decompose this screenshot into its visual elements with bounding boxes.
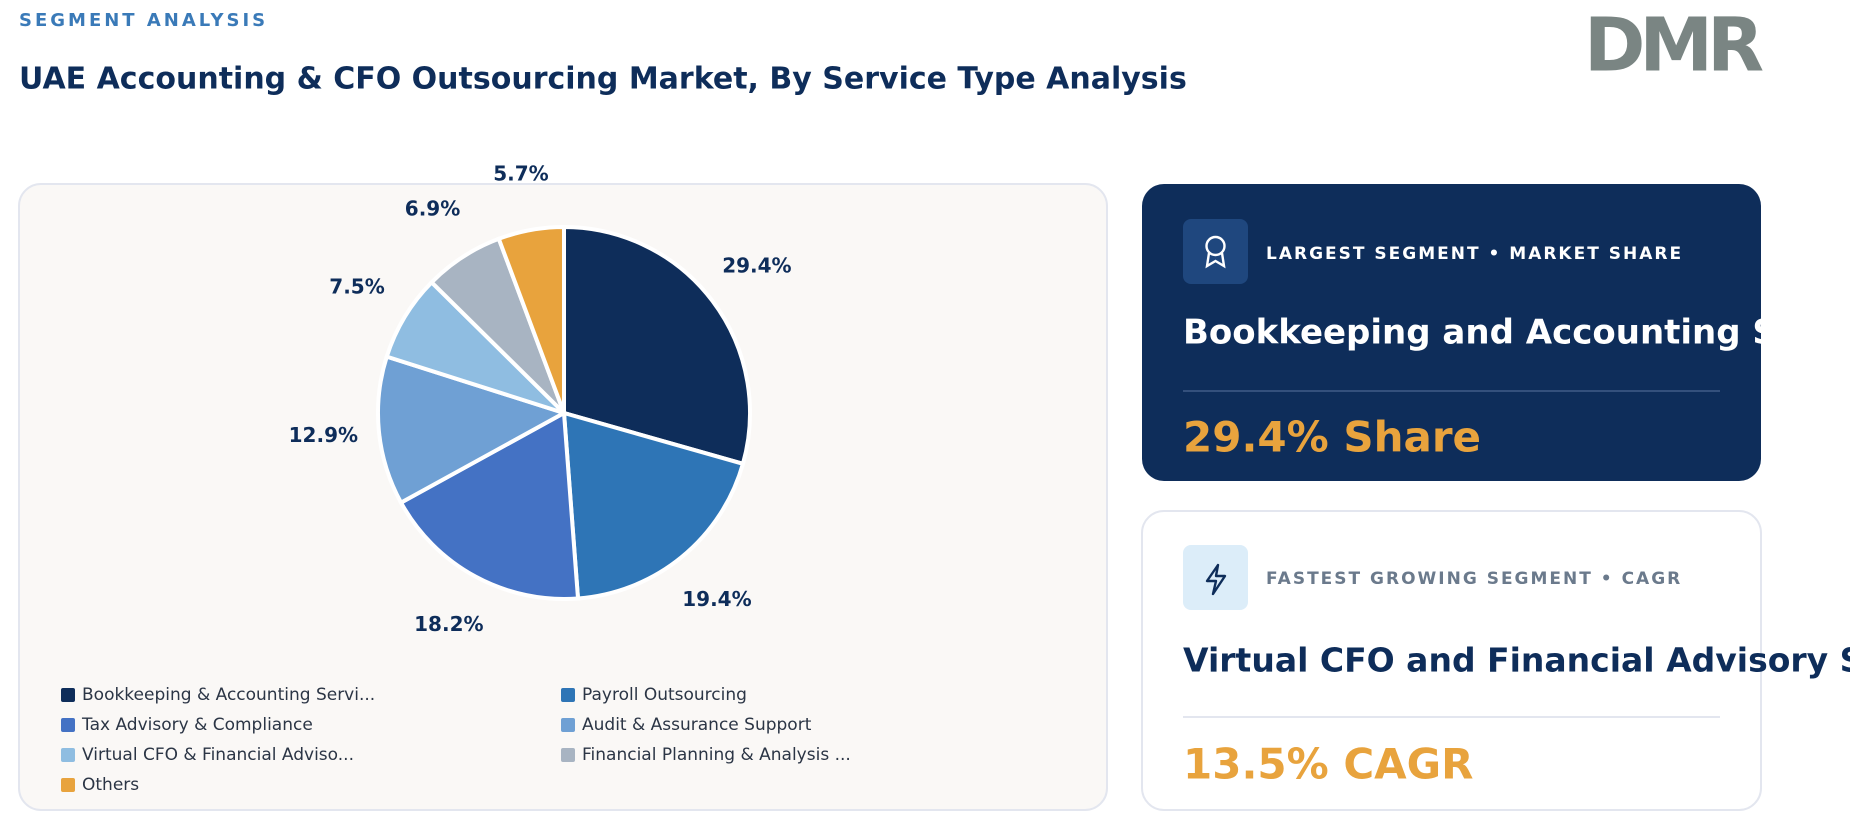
card-label: LARGEST SEGMENT • MARKET SHARE — [1266, 244, 1683, 264]
legend-label: Virtual CFO & Financial Adviso... — [82, 745, 354, 765]
fastest-card — [1141, 510, 1762, 811]
pie-slice — [376, 354, 570, 506]
legend-label: Tax Advisory & Compliance — [81, 715, 313, 735]
award-icon — [1205, 235, 1226, 269]
pie-slice — [398, 409, 581, 601]
value-label: 29.4% — [722, 254, 791, 278]
pie-slice — [561, 410, 746, 601]
card-segment: Virtual CFO and Financial Advisory Servi… — [1183, 641, 1850, 680]
page-title: UAE Accounting & CFO Outsourcing Market,… — [19, 62, 1187, 97]
card-label: FASTEST GROWING SEGMENT • CAGR — [1266, 569, 1682, 589]
largest-card — [1142, 184, 1761, 481]
pie-slice — [496, 224, 566, 414]
value-label: 5.7% — [493, 162, 548, 186]
bolt-icon — [1205, 563, 1227, 596]
award-icon-box — [1183, 219, 1248, 284]
legend-label: Bookkeeping & Accounting Servi... — [82, 685, 375, 705]
value-label: 19.4% — [682, 587, 751, 611]
legend-label: Financial Planning & Analysis ... — [582, 745, 851, 765]
legend-label: Payroll Outsourcing — [582, 685, 747, 705]
legend-label: Others — [82, 775, 139, 795]
legend-swatch — [61, 748, 75, 762]
pie-slice — [562, 224, 752, 467]
eyebrow: SEGMENT ANALYSIS — [19, 10, 268, 31]
value-label: 6.9% — [405, 197, 460, 221]
value-label: 12.9% — [289, 423, 358, 447]
pie: 29.4% 19.4% 18.2% 12.9% 7.5% 6.9% 5.7% — [289, 162, 792, 637]
legend-swatch — [561, 718, 575, 732]
legend: Bookkeeping & Accounting Servi... Payroll… — [61, 685, 851, 795]
value-label: 7.5% — [329, 274, 384, 298]
card-metric: 29.4% Share — [1183, 413, 1481, 462]
legend-label: Audit & Assurance Support — [582, 715, 812, 735]
logo: DMR — [1584, 3, 1763, 89]
card-metric: 13.5% CAGR — [1183, 740, 1473, 789]
legend-swatch — [561, 688, 575, 702]
legend-swatch — [61, 688, 75, 702]
card-segment: Bookkeeping and Accounting Services — [1183, 313, 1850, 353]
legend-swatch — [561, 748, 575, 762]
value-label: 18.2% — [414, 612, 483, 636]
bolt-icon-box — [1183, 545, 1248, 610]
legend-swatch — [61, 778, 75, 792]
legend-swatch — [61, 718, 75, 732]
